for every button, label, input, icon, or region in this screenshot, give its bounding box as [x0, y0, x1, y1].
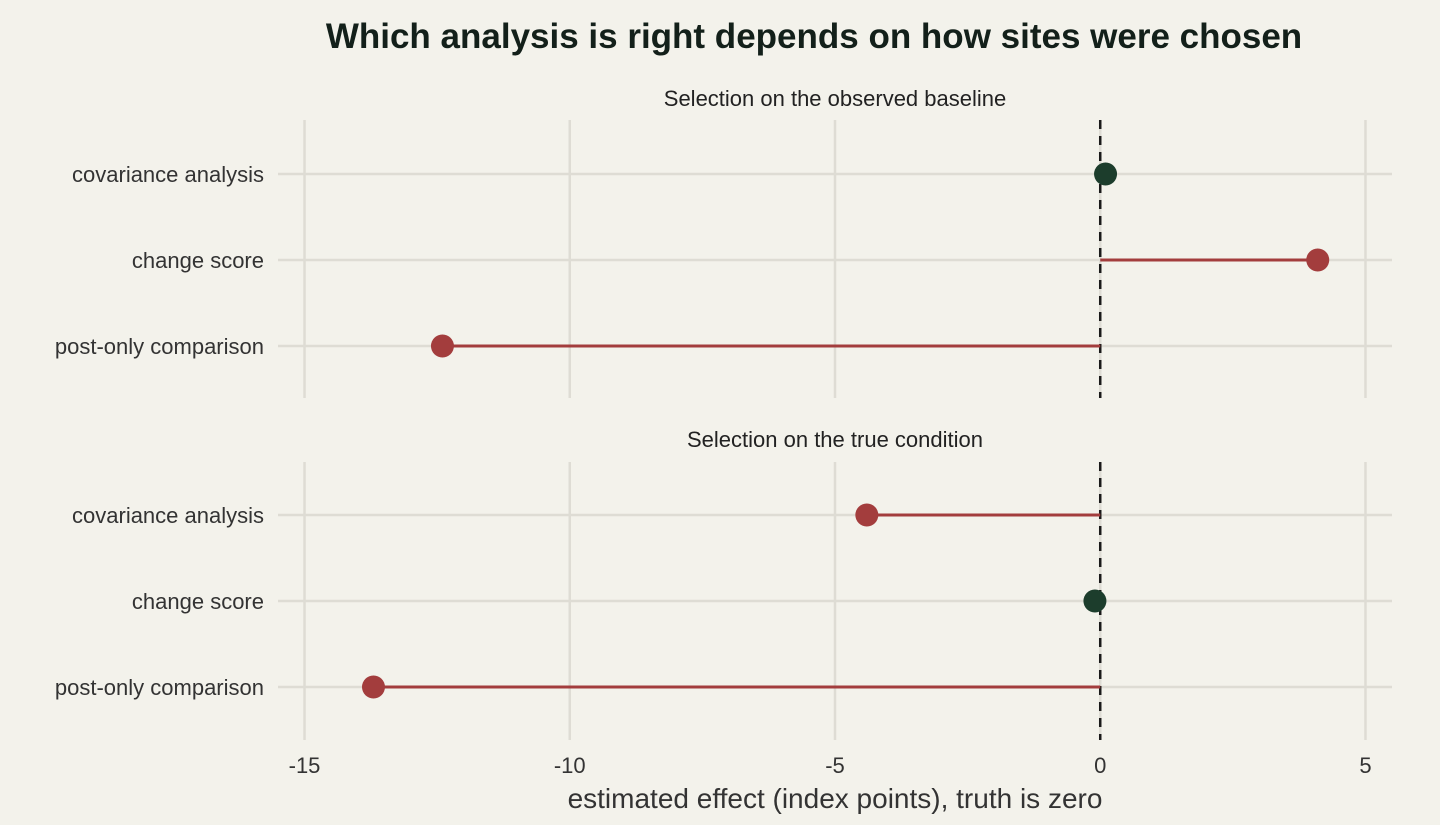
- panels: Selection on the observed baseline covari…: [55, 86, 1392, 740]
- chart-title: Which analysis is right depends on how s…: [326, 17, 1302, 56]
- panel-1: Selection on the observed baseline covari…: [55, 86, 1392, 398]
- panel-title: Selection on the true condition: [687, 427, 983, 452]
- estimate-point: [1083, 589, 1107, 613]
- x-tick-label: 5: [1359, 753, 1371, 778]
- category-label: post-only comparison: [55, 334, 264, 359]
- panel-2: Selection on the true condition covarianc…: [55, 427, 1392, 740]
- x-tick-label: 0: [1094, 753, 1106, 778]
- estimate-point: [1306, 248, 1330, 272]
- estimate-point: [361, 675, 385, 699]
- x-tick-label: -5: [825, 753, 845, 778]
- category-label: post-only comparison: [55, 675, 264, 700]
- category-label: change score: [132, 589, 264, 614]
- x-tick-label: -10: [554, 753, 586, 778]
- estimate-point: [855, 503, 879, 527]
- x-axis: -15 -10 -5 0 5: [289, 753, 1372, 778]
- panel-title: Selection on the observed baseline: [664, 86, 1006, 111]
- estimate-point: [430, 334, 454, 358]
- category-label: covariance analysis: [72, 503, 264, 528]
- x-axis-title: estimated effect (index points), truth i…: [568, 783, 1103, 814]
- estimate-point: [1094, 162, 1118, 186]
- category-label: covariance analysis: [72, 162, 264, 187]
- category-label: change score: [132, 248, 264, 273]
- x-tick-label: -15: [289, 753, 321, 778]
